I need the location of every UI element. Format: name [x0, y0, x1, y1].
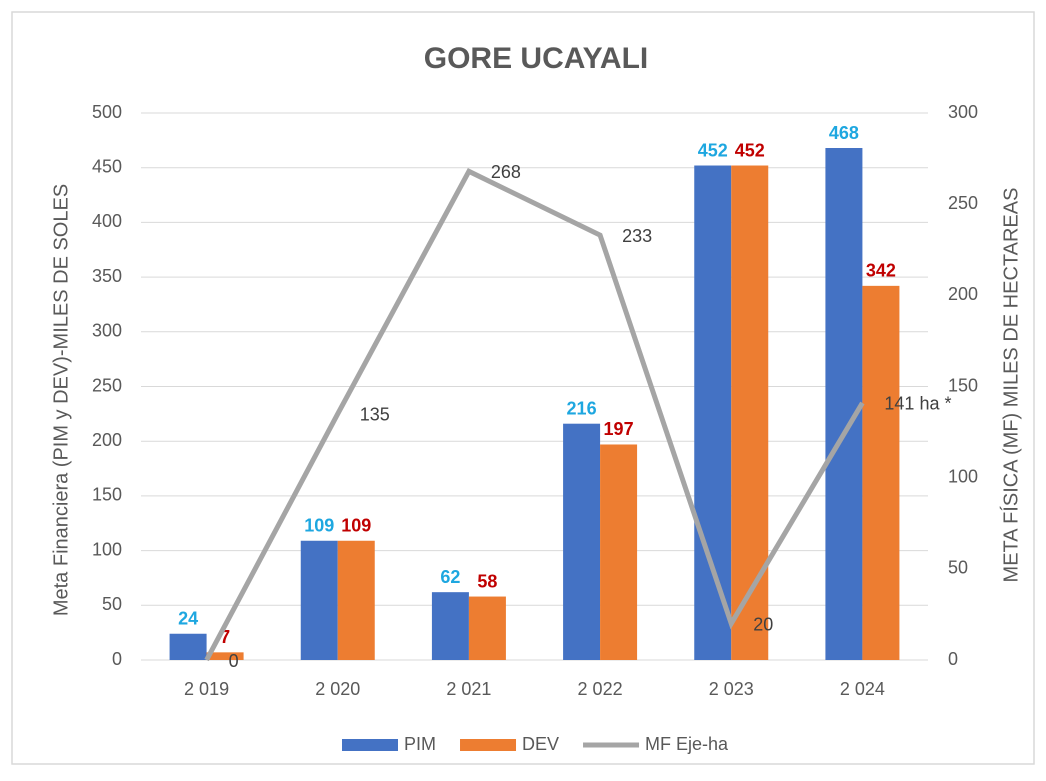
line-value-label: 233 — [622, 226, 652, 246]
y2-tick-label: 50 — [948, 558, 968, 578]
line — [204, 168, 865, 662]
legend-label: PIM — [404, 734, 436, 754]
bar-value-label: 58 — [477, 571, 497, 591]
legend-label: MF Eje-ha — [645, 734, 729, 754]
legend-label: DEV — [522, 734, 559, 754]
bar — [862, 285, 900, 660]
y2-tick-label: 200 — [948, 284, 978, 304]
x-tick-label: 2 021 — [446, 679, 491, 699]
bar-value-label: 24 — [178, 608, 198, 628]
x-tick-label: 2 023 — [709, 679, 754, 699]
y2-tick-label: 300 — [948, 102, 978, 122]
bar-value-label: 468 — [829, 123, 859, 143]
x-tick-label: 2 019 — [184, 679, 229, 699]
y-tick-label: 450 — [92, 156, 122, 176]
bar — [694, 165, 732, 660]
bar-value-label: 216 — [567, 398, 597, 418]
bar — [337, 540, 375, 660]
x-tick-label: 2 022 — [578, 679, 623, 699]
y-tick-label: 300 — [92, 321, 122, 341]
y2-tick-label: 250 — [948, 193, 978, 213]
y-tick-label: 50 — [102, 594, 122, 614]
line-value-label: 268 — [491, 162, 521, 182]
bar — [563, 423, 601, 660]
y2-tick-label: 0 — [948, 649, 958, 669]
y-tick-label: 250 — [92, 375, 122, 395]
legend-symbol — [460, 739, 517, 751]
chart-title: GORE UCAYALI — [424, 42, 649, 75]
bar — [300, 540, 338, 660]
bar-value-label: 109 — [341, 516, 371, 536]
y-tick-label: 100 — [92, 539, 122, 559]
bar-value-label: 109 — [304, 516, 334, 536]
y-tick-label: 0 — [112, 649, 122, 669]
bar — [600, 444, 638, 660]
bar-value-label: 452 — [698, 140, 728, 160]
bar-value-label: 197 — [604, 419, 634, 439]
bar-value-label: 62 — [440, 567, 460, 587]
legend-symbol — [342, 739, 398, 751]
line-value-label: 141 ha * — [884, 394, 951, 414]
bar — [468, 596, 506, 660]
line-value-label: 20 — [753, 614, 773, 634]
y2-tick-label: 100 — [948, 466, 978, 486]
bar-value-label: 452 — [735, 140, 765, 160]
y2-tick-label: 150 — [948, 375, 978, 395]
y-axis-title: Meta Financiera (PIM y DEV)-MILES DE SOL… — [50, 184, 72, 616]
x-tick-label: 2 024 — [840, 679, 885, 699]
bar — [731, 165, 769, 660]
y-tick-label: 350 — [92, 266, 122, 286]
bar — [169, 633, 207, 660]
x-tick-label: 2 020 — [315, 679, 360, 699]
y-tick-label: 200 — [92, 430, 122, 450]
y-tick-label: 400 — [92, 211, 122, 231]
bar — [206, 652, 244, 660]
line-value-label: 135 — [360, 405, 390, 425]
bar-value-label: 7 — [220, 627, 230, 647]
y-tick-label: 150 — [92, 485, 122, 505]
bar — [431, 592, 469, 660]
bar — [825, 148, 863, 660]
y-tick-label: 500 — [92, 102, 122, 122]
line-value-label: 0 — [229, 651, 239, 671]
bar-value-label: 342 — [866, 261, 896, 281]
y2-axis-title: META FÍSICA (MF) MILES DE HECTAREAS — [999, 188, 1022, 583]
